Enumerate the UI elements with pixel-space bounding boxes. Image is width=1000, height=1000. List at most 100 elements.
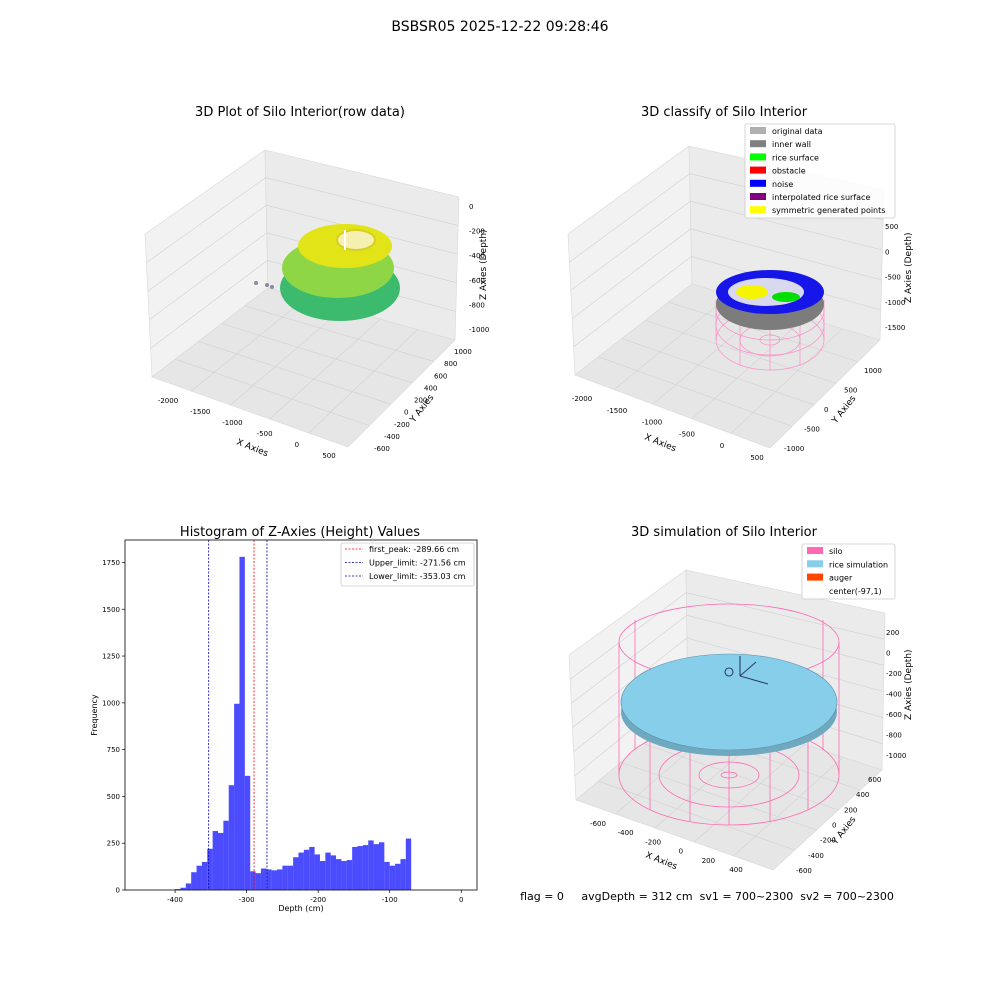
histogram-bar — [298, 852, 304, 890]
raw-y-ticks: -600 -400 -200 0 200 400 600 800 1000 — [374, 348, 472, 453]
classify-legend-label: original data — [772, 127, 823, 136]
gridline — [598, 780, 795, 851]
gridline — [244, 305, 434, 362]
gridline — [690, 200, 883, 251]
classify-legend-swatch — [750, 166, 766, 174]
histogram-plot-area — [124, 539, 478, 891]
gridline — [230, 308, 343, 406]
histogram-bar — [196, 865, 202, 890]
gridline — [269, 318, 381, 420]
classify-z-ticks: 500 0 -500 -1000 -1500 — [885, 223, 905, 332]
histogram-bar — [384, 861, 390, 890]
histogram-x-tick-label: 0 — [459, 896, 463, 904]
sim-y-tick: -600 — [796, 867, 812, 875]
gridline — [733, 756, 844, 857]
classify-legend-label: obstacle — [772, 167, 806, 176]
gridline — [175, 358, 370, 426]
classify-legend-label: interpolated rice surface — [772, 193, 870, 202]
classify-z-tick: 0 — [885, 248, 889, 256]
histogram-bar — [175, 889, 181, 890]
histogram-bar — [341, 860, 347, 890]
classify-panel: 3D classify of Silo Interior original da… — [567, 105, 914, 462]
sim-y-tick: 600 — [868, 776, 881, 784]
sim-legend-box — [801, 543, 896, 600]
classify-legend-swatch — [750, 179, 766, 187]
classify-rice-patch — [772, 292, 800, 302]
histogram-bar — [207, 848, 213, 890]
sim-x-ticks: -600 -400 -200 0 200 400 — [590, 820, 743, 874]
histogram-bar — [336, 859, 342, 890]
classify-x-tick: -2000 — [572, 395, 592, 403]
raw-pane-floor — [151, 287, 456, 448]
classify-legend-swatch — [750, 206, 766, 214]
histogram-legend-items: first_peak: -289.66 cm Upper_limit: -271.… — [345, 545, 466, 581]
histogram-x-tick-label: -400 — [167, 896, 183, 904]
histogram-bar — [201, 861, 208, 890]
classify-y-tick: -500 — [804, 426, 820, 434]
classify-y-tick: 500 — [844, 387, 857, 395]
classify-z-label: Z Axies (Depth) — [904, 232, 914, 303]
gridline — [690, 228, 882, 281]
histogram-bar — [303, 849, 310, 890]
gridline — [691, 317, 806, 420]
sim-legend-swatch — [807, 547, 823, 554]
classify-x-tick: -500 — [679, 430, 695, 438]
histogram-bar — [400, 859, 406, 890]
gridline — [150, 260, 268, 349]
histogram-bar — [357, 846, 363, 890]
histogram-bar — [255, 873, 261, 890]
raw-y-tick: 1000 — [454, 348, 472, 356]
histogram-bar — [218, 832, 224, 890]
histogram-y-label: Frequency — [90, 694, 99, 736]
classify-y-tick: 0 — [824, 406, 828, 414]
raw-x-tick: -1500 — [190, 408, 210, 416]
sim-legend-swatch — [807, 560, 823, 568]
histogram-y-tick-label: 1750 — [102, 559, 120, 567]
classify-legend-swatch — [750, 153, 766, 161]
histogram-bar — [362, 845, 369, 890]
histogram-panel: Histogram of Z-Axies (Height) Values -40… — [90, 525, 478, 913]
gridline — [730, 328, 843, 434]
histogram-legend-label: Lower_limit: -353.03 cm — [369, 572, 466, 581]
histogram-bar — [260, 868, 267, 890]
histogram-x-tick-label: -200 — [310, 896, 326, 904]
classify-z-tick: -1000 — [885, 299, 905, 307]
raw-y-tick: 600 — [434, 372, 447, 380]
simulation-panel: 3D simulation of Silo Interior — [520, 525, 914, 903]
classify-z-tick: -500 — [885, 274, 901, 282]
raw-z-tick: -200 — [469, 228, 485, 236]
histogram-bar — [330, 855, 337, 890]
histogram-bar — [180, 887, 186, 890]
gridline — [198, 341, 391, 405]
raw-z-tick: -600 — [469, 277, 485, 285]
classify-legend-swatch — [750, 140, 766, 148]
sim-z-ticks: 200 0 -200 -400 -600 -800 -1000 — [886, 629, 906, 760]
histogram-bars — [175, 556, 412, 890]
histogram-reference-lines — [208, 540, 268, 890]
gridline — [308, 329, 418, 434]
classify-z-tick: -1500 — [885, 324, 905, 332]
classify-z-tick: 500 — [885, 223, 898, 231]
sim-x-tick: 0 — [679, 848, 683, 856]
sim-z-tick: 0 — [886, 650, 890, 658]
sim-legend-label: silo — [829, 547, 843, 556]
classify-x-tick: 0 — [720, 442, 724, 450]
histogram-bar — [319, 860, 326, 890]
raw-gridlines — [146, 177, 459, 434]
gridline — [686, 592, 885, 640]
histogram-bar — [239, 556, 245, 890]
classify-legend-box — [744, 123, 896, 219]
raw-y-tick: 0 — [404, 409, 408, 417]
sim-x-tick: 200 — [702, 857, 715, 865]
sim-legend: silo rice simulation auger center(-97,1) — [801, 543, 896, 600]
gridline — [265, 177, 459, 226]
raw-z-tick: -800 — [469, 301, 485, 309]
histogram-bar — [277, 869, 283, 890]
simulation-panel-title: 3D simulation of Silo Interior — [631, 525, 818, 540]
gridline — [149, 232, 267, 321]
gridline — [569, 592, 687, 680]
histogram-x-ticks: -400 -300 -200 -100 0 — [167, 890, 463, 904]
histogram-bar — [185, 883, 192, 890]
histogram-bar — [352, 846, 358, 890]
